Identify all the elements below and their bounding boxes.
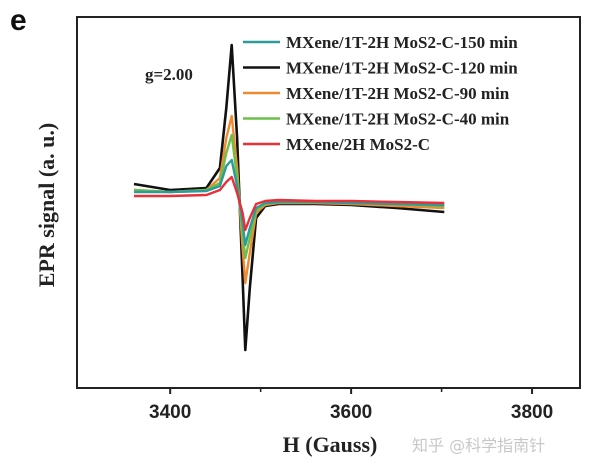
x-tick-label: 3600	[330, 402, 372, 423]
series-line-0	[134, 158, 445, 247]
legend-entry: MXene/1T-2H MoS2-C-40 min	[286, 110, 510, 129]
legend-entry: MXene/1T-2H MoS2-C-120 min	[286, 59, 518, 78]
plot-frame	[76, 16, 581, 389]
watermark: 知乎 @科学指南针	[412, 436, 546, 455]
legend-entry: MXene/2H MoS2-C	[286, 135, 430, 154]
x-tick-label: 3400	[149, 402, 191, 423]
x-axis-label: H (Gauss)	[283, 432, 378, 457]
series-line-4	[134, 175, 445, 232]
legend-entry: MXene/1T-2H MoS2-C-150 min	[286, 33, 518, 52]
y-axis-label: EPR signal (a. u.)	[34, 123, 59, 287]
legend-entry: MXene/1T-2H MoS2-C-90 min	[286, 84, 510, 103]
g-factor-annotation: g=2.00	[145, 65, 193, 84]
x-tick-label: 3800	[511, 402, 553, 423]
panel-label: e	[10, 4, 27, 37]
